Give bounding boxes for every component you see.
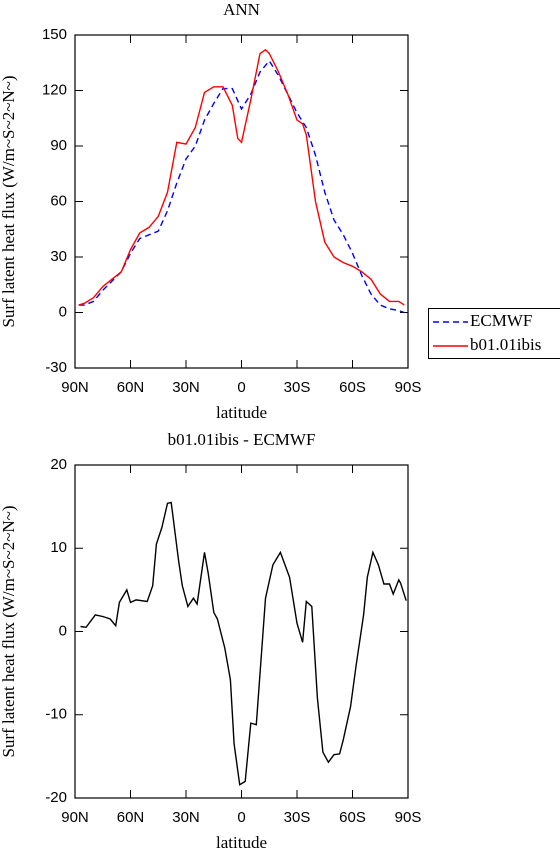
y-tick-label: 0	[59, 622, 67, 639]
x-tick-label: 60N	[117, 379, 145, 396]
x-axis-label: latitude	[216, 403, 267, 422]
plot-frame	[74, 464, 409, 799]
x-tick-label: 0	[237, 379, 245, 396]
x-tick-label: 0	[237, 809, 245, 826]
x-tick-label: 60S	[339, 809, 366, 826]
y-tick-label: 10	[50, 539, 67, 556]
y-tick-label: 120	[42, 81, 67, 98]
y-axis-label: Surf latent heat flux (W/m~S~2~N~)	[0, 75, 18, 327]
y-axis-label: Surf latent heat flux (W/m~S~2~N~)	[0, 505, 18, 757]
x-tick-label: 90N	[61, 809, 89, 826]
chart-title: ANN	[223, 0, 260, 19]
y-tick-label: -30	[45, 359, 67, 376]
y-tick-label: 30	[50, 248, 67, 265]
x-tick-label: 30S	[284, 379, 311, 396]
chart-title: b01.01ibis - ECMWF	[168, 430, 316, 449]
legend-label: b01.01ibis	[470, 335, 541, 354]
x-tick-label: 30S	[284, 809, 311, 826]
x-tick-label: 30N	[172, 809, 200, 826]
legend-label: ECMWF	[470, 311, 532, 330]
x-tick-label: 60N	[117, 809, 145, 826]
y-tick-label: 0	[59, 303, 67, 320]
x-tick-label: 90N	[61, 379, 89, 396]
y-tick-label: 90	[50, 137, 67, 154]
y-tick-label: -20	[45, 789, 67, 806]
legend-box	[428, 308, 560, 359]
y-tick-label: 20	[50, 456, 67, 473]
data-line	[78, 48, 405, 306]
data-line	[80, 501, 407, 786]
x-tick-label: 90S	[395, 809, 422, 826]
y-tick-label: -10	[45, 706, 67, 723]
data-line	[78, 59, 405, 314]
x-axis-label: latitude	[216, 833, 267, 851]
x-tick-label: 90S	[395, 379, 422, 396]
x-tick-label: 30N	[172, 379, 200, 396]
y-tick-label: 150	[42, 26, 67, 43]
x-tick-label: 60S	[339, 379, 366, 396]
plot-frame	[74, 34, 409, 369]
y-tick-label: 60	[50, 192, 67, 209]
